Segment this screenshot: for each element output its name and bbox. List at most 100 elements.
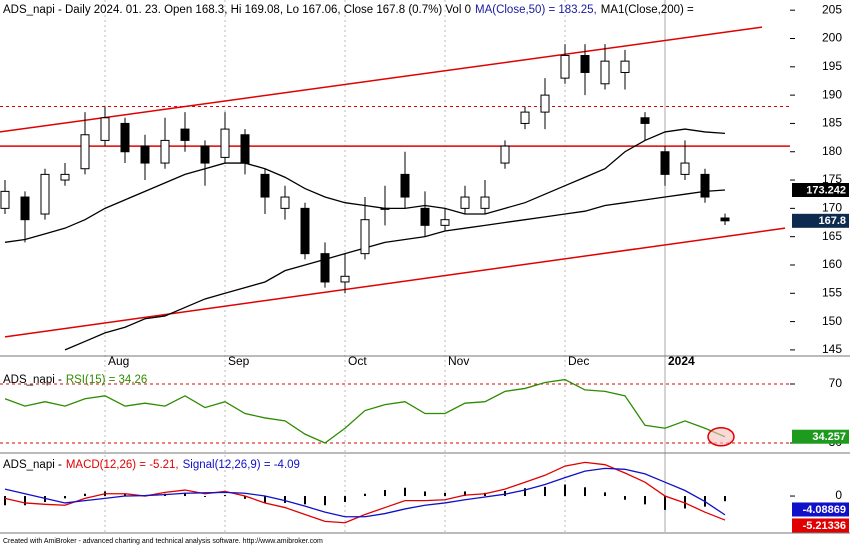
value-tag-label: -4.08869 (803, 504, 846, 516)
histogram-bar (324, 496, 326, 506)
histogram-bar (224, 495, 226, 497)
candle-body (480, 196, 490, 209)
histogram-bar (724, 496, 726, 502)
candle-body (560, 54, 570, 79)
highlight-circle (707, 426, 735, 447)
candle-body (420, 207, 430, 226)
x-tick-label: Dec (568, 354, 589, 368)
histogram-bar (24, 496, 26, 506)
histogram-bar (64, 496, 66, 499)
x-tick-label: 2024 (668, 354, 695, 368)
histogram-bar (424, 491, 426, 497)
value-tag (792, 183, 849, 198)
candle-body (540, 94, 550, 113)
candle-body (220, 128, 230, 158)
histogram-bar (524, 488, 526, 497)
candle-body (20, 196, 30, 221)
histogram-bar (184, 492, 186, 497)
candle-body (660, 151, 670, 175)
histogram-bar (464, 491, 466, 497)
candle-body (40, 173, 50, 215)
candle-body (180, 128, 190, 141)
histogram-bar (604, 492, 606, 497)
pane-header: ADS_napi - RSI(15) = 34.26 (3, 374, 147, 386)
header-part: ADS_napi - (3, 374, 62, 386)
y-tick-label: 165 (822, 229, 842, 243)
value-tag (792, 213, 849, 228)
candle-body (80, 134, 90, 170)
y-tick-label: 195 (822, 59, 842, 73)
histogram-bar (644, 496, 646, 505)
y-tick-label: 0 (835, 488, 842, 502)
indicator-line (4, 461, 726, 524)
header-part: Signal(12,26,9) = -4.09 (183, 459, 300, 471)
candle-body (200, 145, 210, 164)
header-part: ADS_napi - Daily 2024. 01. 23. Open 168.… (3, 4, 471, 16)
candle-body (340, 275, 350, 283)
histogram-bar (584, 487, 586, 497)
candle-body (460, 196, 470, 209)
histogram-bar (384, 490, 386, 497)
value-tag-label: 34.257 (812, 431, 846, 443)
histogram-bar (124, 493, 126, 497)
histogram-bar (664, 496, 666, 510)
histogram-bar (304, 496, 306, 505)
y-tick-label: 175 (822, 172, 842, 186)
candle-body (500, 145, 510, 164)
pane-header: ADS_napi - Daily 2024. 01. 23. Open 168.… (3, 4, 694, 16)
y-tick-label: 70 (829, 376, 843, 390)
candle-body (140, 145, 150, 164)
candle-body (160, 139, 170, 164)
candle-body (100, 117, 110, 141)
y-tick-label: 145 (822, 342, 842, 356)
histogram-bar (564, 484, 566, 497)
histogram-bar (504, 490, 506, 497)
trend-line (4, 227, 786, 338)
histogram-bar (444, 492, 446, 497)
candle-body (620, 60, 630, 73)
y-tick-label: 190 (822, 87, 842, 101)
histogram-bar (204, 496, 206, 497)
header-part: MA(Close,50) = 183.25, (475, 4, 597, 16)
x-tick-label: Aug (108, 354, 129, 368)
candle-body (120, 122, 130, 153)
y-tick-label: 160 (822, 257, 842, 271)
histogram-bar (364, 493, 366, 497)
histogram-bar (684, 496, 686, 509)
indicator-line (4, 378, 726, 444)
indicator-line (4, 467, 726, 518)
candle-body (280, 196, 290, 209)
candle-body (400, 173, 410, 198)
candle-body (680, 162, 690, 175)
candle-body (700, 173, 710, 198)
candle-body (640, 117, 650, 124)
header-part: MA1(Close,200) = (601, 4, 694, 16)
candle-body (380, 207, 390, 210)
candle-body (520, 111, 530, 124)
histogram-bar (484, 492, 486, 497)
y-tick-label: 155 (822, 285, 842, 299)
candle-body (600, 60, 610, 85)
histogram-bar (344, 496, 346, 503)
y-tick-label: 180 (822, 144, 842, 158)
value-tag (792, 502, 849, 517)
candle-body (580, 54, 590, 73)
histogram-bar (44, 496, 46, 503)
y-tick-label: 150 (822, 314, 842, 328)
histogram-bar (4, 496, 6, 506)
value-tag-label: -5.21336 (803, 520, 846, 532)
x-tick-label: Nov (448, 354, 469, 368)
candle-body (60, 173, 70, 181)
candle-body (360, 219, 370, 255)
histogram-bar (404, 487, 406, 497)
x-tick-label: Oct (348, 354, 367, 368)
header-part: RSI(15) = 34.26 (66, 374, 148, 386)
header-part: ADS_napi - (3, 459, 62, 471)
candle-body (720, 217, 730, 222)
candle-body (0, 190, 10, 209)
pane-header: ADS_napi - MACD(12,26) = -5.21, Signal(12,… (3, 459, 300, 471)
y-tick-label: 205 (822, 2, 842, 16)
histogram-bar (544, 486, 546, 497)
